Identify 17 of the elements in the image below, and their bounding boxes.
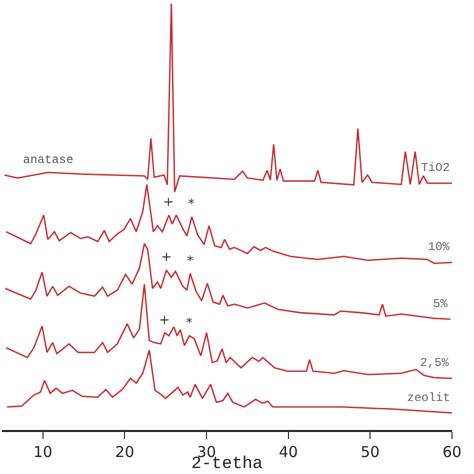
x-tick-label: 50 (360, 442, 380, 461)
series-label: zeolit (407, 391, 450, 405)
annotation: * (188, 197, 195, 212)
x-tick-label: 60 (442, 442, 462, 461)
series-label: 10% (428, 240, 450, 254)
annotation: + (161, 250, 172, 265)
x-tick-label: 40 (278, 442, 298, 461)
series-label: 2,5% (420, 356, 450, 370)
annotation: * (187, 254, 194, 269)
annotation: * (186, 316, 193, 331)
x-tick-label: 10 (33, 442, 52, 461)
annotation: + (159, 313, 170, 328)
annotation: + (163, 195, 174, 210)
x-tick-label: 20 (115, 442, 134, 461)
annotation: anatase (23, 153, 74, 167)
series-label: 5% (433, 297, 448, 311)
series-label: TiO2 (421, 161, 450, 175)
